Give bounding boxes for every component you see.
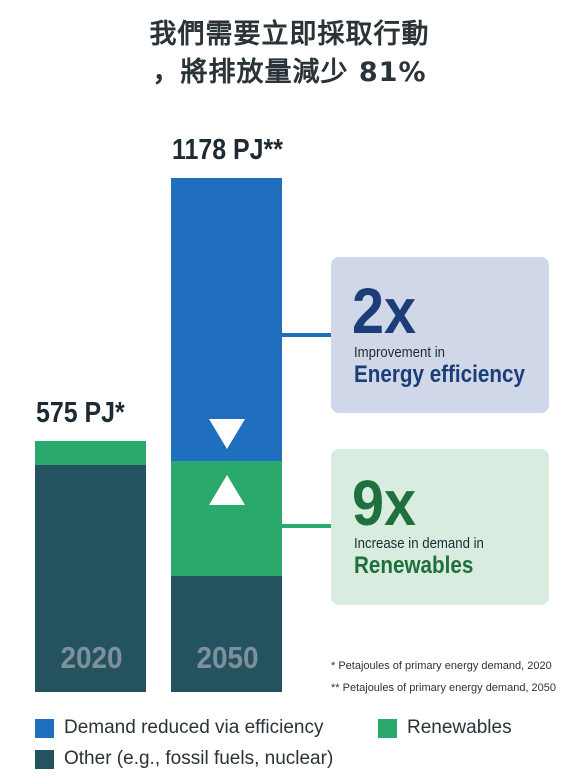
renewables-callout-line1: Increase in demand in xyxy=(354,535,484,552)
footnote-2050: ** Petajoules of primary energy demand, … xyxy=(331,682,557,694)
legend-item-other: Other (e.g., fossil fuels, nuclear) xyxy=(35,748,333,770)
legend-label-renewables: Renewables xyxy=(407,717,512,738)
renewables-connector-line xyxy=(282,524,332,528)
bar-2050-other xyxy=(171,576,282,692)
legend-swatch-other xyxy=(35,749,54,769)
efficiency-callout-box: 2x Improvement in Energy efficiency xyxy=(331,257,549,413)
legend-label-efficiency: Demand reduced via efficiency xyxy=(64,717,324,738)
footnote-2020: * Petajoules of primary energy demand, 2… xyxy=(331,660,552,672)
bar-2020-renewables xyxy=(35,441,146,466)
legend-item-renewables: Renewables xyxy=(378,717,512,739)
bar-total-label-2020: 575 PJ* xyxy=(36,397,125,430)
x-axis-label-2050: 2050 xyxy=(196,640,259,675)
legend-label-other: Other (e.g., fossil fuels, nuclear) xyxy=(64,748,334,769)
bar-2020-other xyxy=(35,465,146,692)
renewables-multiplier: 9x xyxy=(352,467,417,539)
legend-swatch-efficiency xyxy=(35,718,54,738)
chart-title-line2: ，將排放量減少 81% xyxy=(152,57,427,88)
renewables-callout-box: 9x Increase in demand in Renewables xyxy=(331,449,549,605)
up-arrow-icon xyxy=(208,474,245,505)
efficiency-multiplier: 2x xyxy=(352,275,417,347)
legend-item-efficiency: Demand reduced via efficiency xyxy=(35,717,323,739)
bar-total-label-2050: 1178 PJ** xyxy=(172,134,283,166)
efficiency-callout-line1: Improvement in xyxy=(354,344,445,361)
efficiency-connector-line xyxy=(282,333,332,337)
x-axis-label-2020: 2020 xyxy=(60,640,123,675)
chart-title-line1: 我們需要立即採取行動 xyxy=(149,19,430,50)
renewables-callout-line2: Renewables xyxy=(354,552,474,579)
legend-swatch-renewables xyxy=(378,718,397,738)
bar-2050-efficiency xyxy=(171,178,282,461)
down-arrow-icon xyxy=(208,418,245,449)
efficiency-callout-line2: Energy efficiency xyxy=(354,361,525,388)
